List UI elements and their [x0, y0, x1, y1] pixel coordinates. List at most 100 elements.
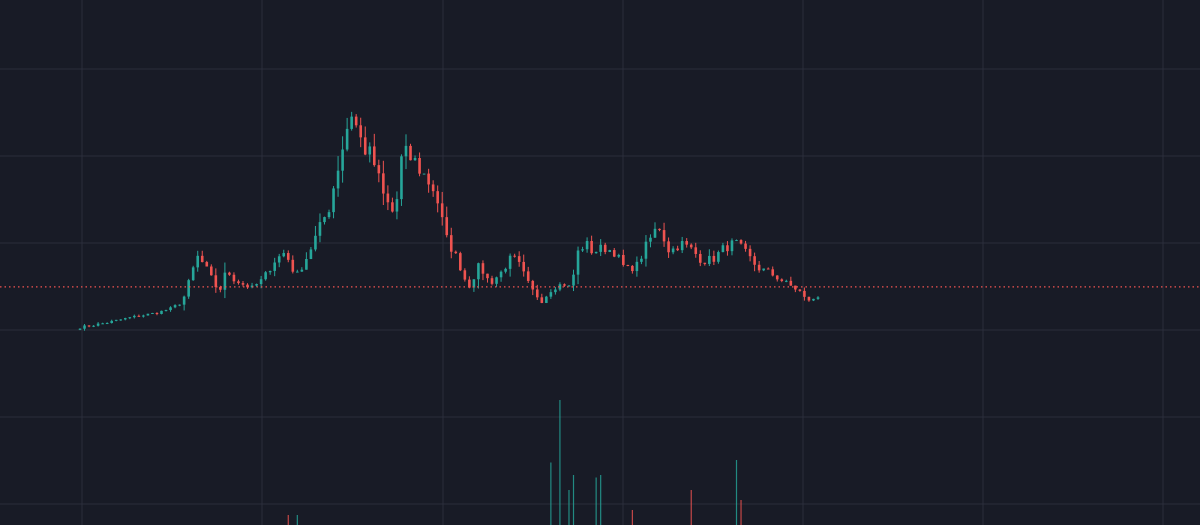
candle-body [445, 217, 449, 236]
candle-body [585, 241, 589, 250]
candle [214, 268, 218, 293]
candle [717, 250, 720, 264]
candle [327, 209, 331, 219]
candle-body [549, 292, 553, 297]
candle [264, 270, 267, 281]
candle-body [327, 212, 331, 218]
candle-body [223, 272, 227, 290]
candle [191, 265, 195, 281]
candle [440, 191, 444, 226]
candle [658, 228, 661, 232]
candle-body [671, 248, 675, 253]
candle-body [812, 298, 815, 301]
candle [391, 197, 394, 213]
candle [350, 111, 353, 131]
candle-body [291, 259, 295, 272]
candle-body [114, 319, 118, 321]
volume-bar [572, 475, 575, 525]
candle [382, 160, 385, 205]
candle [703, 262, 707, 266]
candle [631, 265, 634, 274]
candle [572, 269, 575, 292]
candle-body [164, 310, 168, 312]
candle-body [110, 320, 113, 324]
candle-body [210, 266, 213, 276]
candle [345, 117, 349, 152]
candle [377, 159, 381, 183]
candle-body [286, 253, 290, 260]
candle-body [345, 128, 349, 150]
candle-body [658, 228, 661, 231]
candle [671, 246, 675, 255]
candle-body [785, 280, 788, 282]
candle [413, 155, 417, 161]
candle-body [105, 323, 109, 325]
candle-body [477, 263, 480, 280]
candle [526, 266, 530, 284]
candle-body [123, 318, 127, 320]
volume-series [287, 400, 742, 525]
candle-body [712, 255, 716, 262]
candle [685, 238, 688, 248]
candle [676, 245, 679, 252]
candle [196, 250, 200, 272]
candle-body [78, 328, 82, 330]
candle [599, 239, 602, 257]
candle-body [717, 252, 720, 262]
candle [504, 267, 507, 274]
candle-body [490, 278, 494, 284]
candle-body [563, 284, 566, 286]
candle-body [640, 258, 643, 262]
candle-body [92, 325, 95, 327]
candle-body [757, 264, 761, 271]
candle-body [676, 248, 679, 251]
candle-body [463, 270, 467, 280]
candle [386, 185, 390, 211]
candle-body [798, 289, 802, 291]
candle [748, 245, 752, 262]
candle [341, 136, 344, 183]
candle [662, 222, 666, 247]
candle-body [753, 256, 756, 265]
candle [400, 154, 403, 206]
candle-body [590, 241, 593, 254]
candle-body [626, 264, 630, 266]
candle [757, 261, 761, 273]
candle-body [789, 280, 793, 286]
candle [540, 293, 544, 304]
candle-body [427, 173, 430, 185]
candle-body [517, 256, 521, 262]
candle [721, 242, 725, 253]
candle [472, 279, 476, 292]
candle [146, 313, 150, 316]
candle [78, 328, 82, 331]
candle-body [653, 228, 657, 238]
candle [219, 285, 222, 293]
candle-body [472, 279, 476, 288]
candle-body [721, 245, 725, 253]
candle-body [336, 170, 340, 189]
candle [296, 269, 299, 273]
candle-body [803, 290, 806, 297]
candle-body [169, 307, 172, 311]
candle [151, 312, 154, 314]
candle [101, 322, 104, 325]
candle-body [522, 261, 526, 272]
candle [644, 235, 648, 267]
candle [789, 276, 793, 286]
candle-body [363, 137, 367, 155]
candle-body [155, 312, 159, 314]
candle-body [685, 241, 688, 245]
candle-body [268, 270, 272, 273]
candle [431, 180, 435, 197]
candle [110, 319, 113, 324]
candle-body [323, 217, 326, 223]
candle-body [87, 325, 91, 327]
candle-body [622, 254, 625, 265]
candle-body [404, 145, 408, 157]
candle-body [545, 296, 548, 303]
candle-body [395, 199, 399, 212]
candle [730, 238, 734, 256]
